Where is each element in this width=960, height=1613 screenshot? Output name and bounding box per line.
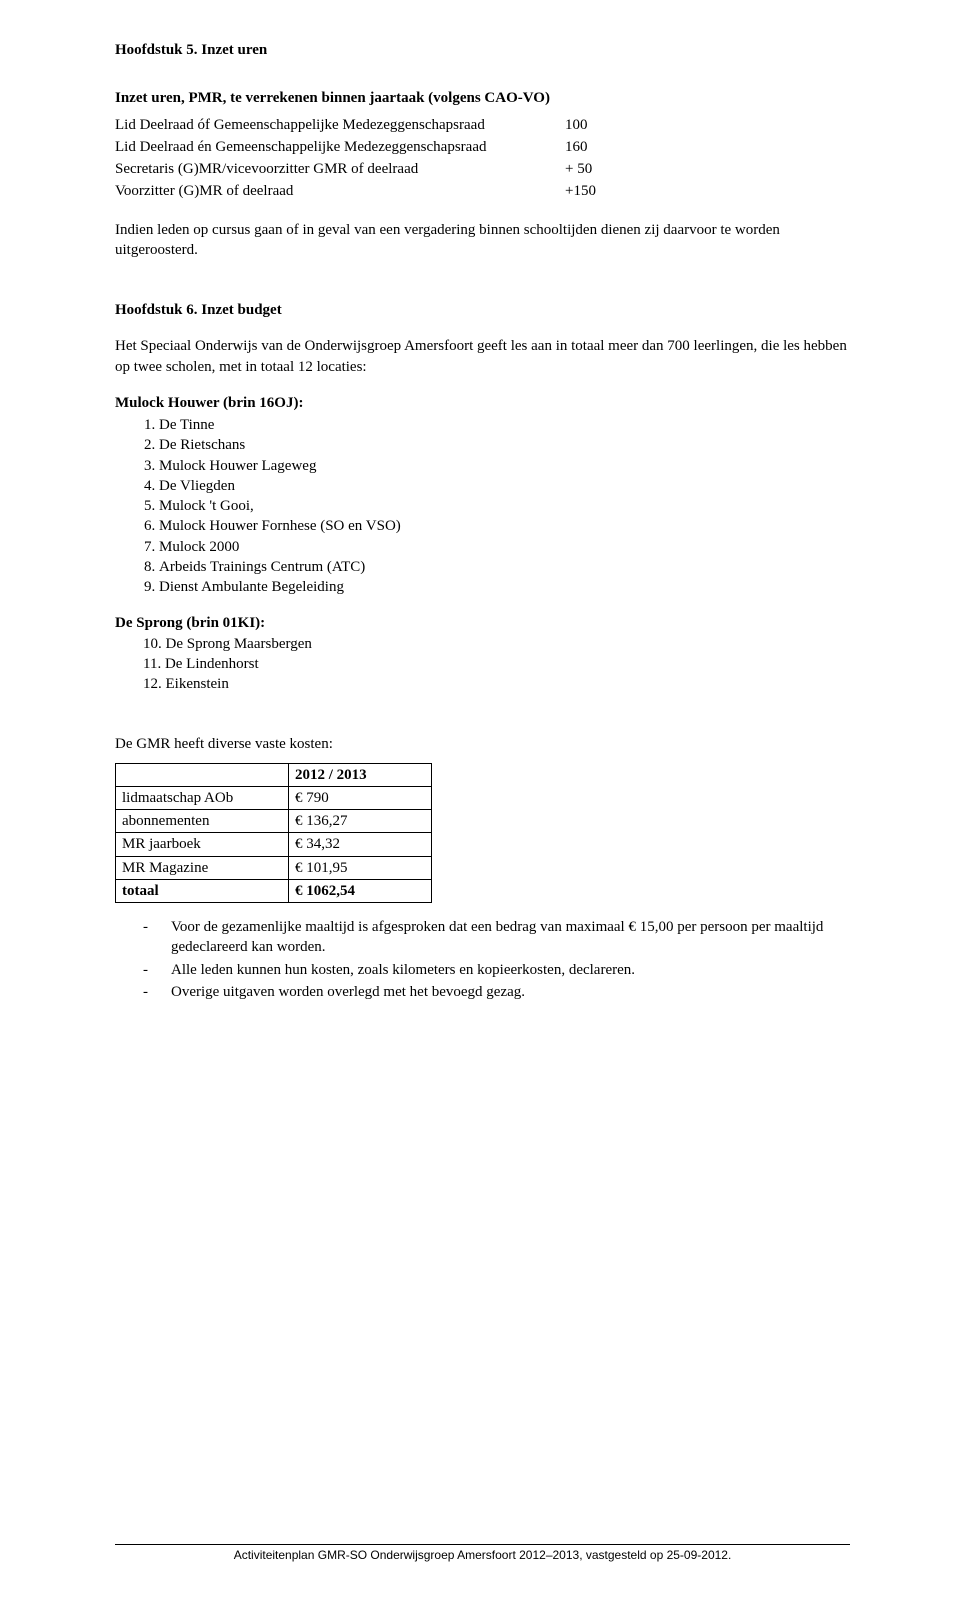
- role-value: + 50: [545, 159, 596, 181]
- table-row: Lid Deelraad óf Gemeenschappelijke Medez…: [115, 115, 596, 137]
- chapter-5-note: Indien leden op cursus gaan of in geval …: [115, 220, 850, 261]
- cost-label: MR jaarboek: [116, 833, 289, 856]
- cost-value: € 790: [289, 786, 432, 809]
- cost-header: 2012 / 2013: [289, 763, 432, 786]
- list-item: Voor de gezamenlijke maaltijd is afgespr…: [143, 917, 850, 958]
- list-item: Arbeids Trainings Centrum (ATC): [159, 557, 850, 577]
- cost-value: € 34,32: [289, 833, 432, 856]
- footer-divider: [115, 1544, 850, 1545]
- list-item: De Rietschans: [159, 435, 850, 455]
- table-row: abonnementen € 136,27: [116, 810, 432, 833]
- table-row: lidmaatschap AOb € 790: [116, 786, 432, 809]
- cost-label: abonnementen: [116, 810, 289, 833]
- list-item: Dienst Ambulante Begeleiding: [159, 577, 850, 597]
- list-item: Alle leden kunnen hun kosten, zoals kilo…: [143, 960, 850, 980]
- table-row: MR Magazine € 101,95: [116, 856, 432, 879]
- chapter-5-title: Hoofdstuk 5. Inzet uren: [115, 40, 850, 60]
- list-item: De Tinne: [159, 415, 850, 435]
- table-row: Voorzitter (G)MR of deelraad +150: [115, 181, 596, 203]
- chapter-5-subtitle: Inzet uren, PMR, te verrekenen binnen ja…: [115, 88, 850, 108]
- chapter-6-title: Hoofdstuk 6. Inzet budget: [115, 300, 850, 320]
- costs-intro: De GMR heeft diverse vaste kosten:: [115, 734, 850, 754]
- cost-total-value: € 1062,54: [289, 879, 432, 902]
- list2-title: De Sprong (brin 01KI):: [115, 613, 850, 633]
- list-item: Overige uitgaven worden overlegd met het…: [143, 982, 850, 1002]
- list2: 10. De Sprong Maarsbergen 11. De Lindenh…: [115, 634, 850, 695]
- table-row: totaal € 1062,54: [116, 879, 432, 902]
- list-item: Mulock 2000: [159, 537, 850, 557]
- cost-value: € 136,27: [289, 810, 432, 833]
- list1: De Tinne De Rietschans Mulock Houwer Lag…: [115, 415, 850, 597]
- footer-text: Activiteitenplan GMR-SO Onderwijsgroep A…: [115, 1547, 850, 1563]
- roles-table: Lid Deelraad óf Gemeenschappelijke Medez…: [115, 115, 596, 204]
- list1-title: Mulock Houwer (brin 16OJ):: [115, 393, 850, 413]
- cost-value: € 101,95: [289, 856, 432, 879]
- bullet-list: Voor de gezamenlijke maaltijd is afgespr…: [115, 917, 850, 1002]
- table-row: Lid Deelraad én Gemeenschappelijke Medez…: [115, 137, 596, 159]
- role-value: +150: [545, 181, 596, 203]
- cost-label: MR Magazine: [116, 856, 289, 879]
- cost-empty-cell: [116, 763, 289, 786]
- table-row: MR jaarboek € 34,32: [116, 833, 432, 856]
- role-value: 100: [545, 115, 596, 137]
- cost-label: lidmaatschap AOb: [116, 786, 289, 809]
- costs-table: 2012 / 2013 lidmaatschap AOb € 790 abonn…: [115, 763, 432, 904]
- role-label: Lid Deelraad én Gemeenschappelijke Medez…: [115, 137, 545, 159]
- table-row: 2012 / 2013: [116, 763, 432, 786]
- role-label: Voorzitter (G)MR of deelraad: [115, 181, 545, 203]
- list-item: Mulock Houwer Lageweg: [159, 456, 850, 476]
- table-row: Secretaris (G)MR/vicevoorzitter GMR of d…: [115, 159, 596, 181]
- role-label: Lid Deelraad óf Gemeenschappelijke Medez…: [115, 115, 545, 137]
- role-value: 160: [545, 137, 596, 159]
- chapter-6-intro: Het Speciaal Onderwijs van de Onderwijsg…: [115, 336, 850, 377]
- list-item: De Vliegden: [159, 476, 850, 496]
- list-item: 12. Eikenstein: [143, 674, 850, 694]
- list-item: Mulock Houwer Fornhese (SO en VSO): [159, 516, 850, 536]
- list-item: Mulock 't Gooi,: [159, 496, 850, 516]
- list-item: 11. De Lindenhorst: [143, 654, 850, 674]
- list-item: 10. De Sprong Maarsbergen: [143, 634, 850, 654]
- cost-total-label: totaal: [116, 879, 289, 902]
- page-footer: Activiteitenplan GMR-SO Onderwijsgroep A…: [115, 1544, 850, 1563]
- document-page: Hoofdstuk 5. Inzet uren Inzet uren, PMR,…: [0, 0, 960, 1613]
- role-label: Secretaris (G)MR/vicevoorzitter GMR of d…: [115, 159, 545, 181]
